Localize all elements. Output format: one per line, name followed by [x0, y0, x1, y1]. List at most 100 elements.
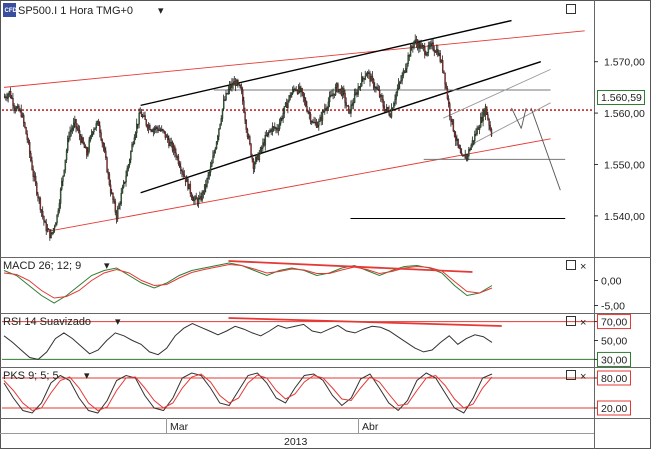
- candle-body: [295, 89, 297, 91]
- candle-body: [112, 192, 114, 200]
- candle-body: [470, 144, 472, 150]
- candle-body: [337, 83, 339, 93]
- candle-body: [189, 183, 192, 194]
- candle-body: [411, 46, 413, 49]
- candle-body: [113, 199, 115, 203]
- candle-body: [244, 112, 246, 121]
- candle-body: [114, 201, 117, 213]
- chevron-down-icon[interactable]: ▾: [104, 260, 110, 272]
- candle-body: [381, 95, 383, 100]
- candle-body: [487, 114, 489, 120]
- candle-body: [94, 127, 96, 130]
- wedge-lower-trendline: [140, 61, 542, 194]
- candle-body: [322, 111, 325, 113]
- candle-body: [374, 87, 376, 89]
- candle-body: [58, 203, 61, 212]
- candle-body: [375, 87, 377, 89]
- candle-body: [301, 88, 303, 93]
- candle-body: [405, 68, 407, 73]
- candle-body: [488, 119, 490, 126]
- maximize-icon[interactable]: [566, 370, 576, 380]
- price-tick-label: 1.560,00: [604, 108, 645, 120]
- candle-body: [363, 78, 365, 80]
- maximize-icon[interactable]: [566, 316, 576, 326]
- candle-body: [119, 203, 121, 205]
- candle-body: [486, 106, 488, 115]
- candle-body: [139, 112, 142, 114]
- indicator-tick-label: -5,00: [601, 301, 625, 313]
- candle-body: [469, 149, 471, 151]
- candle-body: [137, 123, 139, 126]
- candle-body: [103, 147, 106, 152]
- candle-body: [378, 90, 381, 97]
- candle-body: [272, 126, 275, 128]
- candle-body: [332, 93, 334, 96]
- candle-body: [255, 157, 257, 164]
- candle-body: [277, 128, 280, 131]
- x-label-mar: Mar: [170, 421, 189, 433]
- candle-body: [162, 129, 164, 131]
- indicator-series-line: [3, 372, 493, 414]
- candle-body: [258, 153, 261, 161]
- candle-body: [319, 116, 321, 122]
- candle-body: [192, 197, 194, 201]
- chart-header[interactable]: CFD SP500.I 1 Hora TMG+0 ▾: [3, 3, 164, 17]
- candle-body: [181, 170, 183, 172]
- candle-body: [149, 124, 151, 131]
- candle-body: [317, 125, 319, 128]
- candle-body: [389, 114, 392, 118]
- candle-body: [380, 95, 382, 97]
- candle-body: [465, 154, 468, 159]
- candle-body: [18, 105, 20, 111]
- candle-body: [356, 92, 358, 95]
- candle-body: [190, 193, 193, 198]
- candle-body: [276, 127, 278, 131]
- candle-body: [237, 80, 239, 85]
- candle-body: [71, 127, 74, 131]
- candle-body: [424, 47, 426, 55]
- candle-body: [338, 89, 340, 93]
- maximize-icon[interactable]: [566, 4, 576, 14]
- candle-body: [318, 121, 320, 126]
- candle-body: [263, 142, 265, 146]
- candle-body: [63, 169, 65, 177]
- candle-body: [163, 130, 165, 132]
- candle-body: [439, 53, 442, 62]
- candle-body: [477, 127, 480, 130]
- candle-body: [431, 42, 433, 44]
- candle-body: [308, 112, 311, 115]
- chevron-down-icon[interactable]: ▾: [84, 370, 90, 382]
- candle-body: [228, 84, 231, 90]
- price-panel-maximize-button[interactable]: [566, 4, 576, 14]
- candle-body: [15, 107, 18, 111]
- candle-body: [6, 97, 8, 99]
- candle-body: [232, 83, 234, 86]
- candle-body: [175, 152, 177, 158]
- maximize-icon[interactable]: [566, 260, 576, 270]
- level-badge: [597, 400, 631, 416]
- candle-body: [218, 128, 220, 137]
- chevron-down-icon[interactable]: ▾: [115, 316, 121, 328]
- candle-body: [297, 86, 300, 94]
- wedge-upper-trendline: [140, 19, 512, 107]
- candle-body: [302, 91, 305, 98]
- chevron-down-icon[interactable]: ▾: [158, 5, 164, 17]
- candle-body: [364, 75, 367, 80]
- candle-body: [203, 184, 206, 194]
- candlestick-series: [3, 34, 493, 241]
- candle-body: [36, 182, 38, 195]
- pks-title: PKS 9; 5; 5: [3, 370, 59, 382]
- candle-body: [37, 193, 39, 198]
- price-axis: 1.570,00 1.560,00 1.550,00 1.540,00: [594, 57, 645, 223]
- candle-body: [157, 128, 159, 131]
- indicator-series-line: [3, 262, 493, 304]
- close-icon[interactable]: ×: [580, 261, 586, 273]
- candle-body: [481, 117, 483, 122]
- close-icon[interactable]: ×: [580, 317, 586, 329]
- candle-body: [164, 131, 167, 138]
- candle-body: [30, 153, 32, 161]
- candle-body: [243, 100, 245, 113]
- candle-body: [120, 193, 123, 204]
- close-icon[interactable]: ×: [580, 371, 586, 383]
- candle-body: [433, 49, 436, 52]
